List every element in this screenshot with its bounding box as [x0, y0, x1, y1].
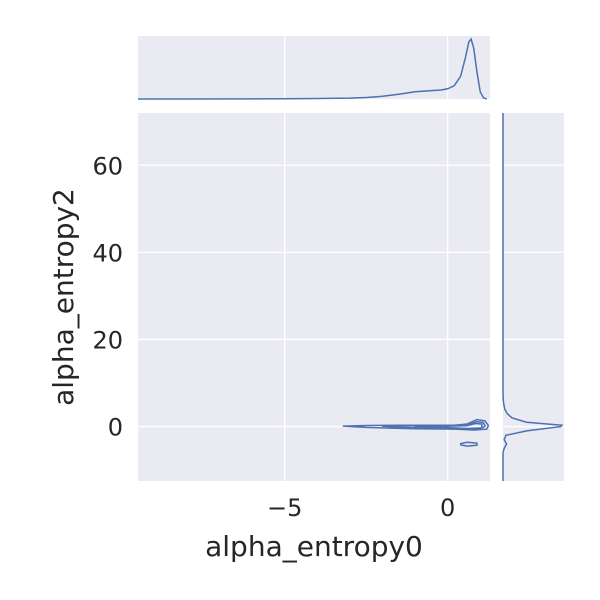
right-marginal-gridlines [503, 164, 564, 428]
x-axis-label: alpha_entropy0 [205, 530, 423, 563]
joint-density-contours [342, 418, 490, 447]
top-marginal-panel [138, 36, 490, 100]
x-tick-label: 0 [440, 494, 455, 522]
right-marginal-panel [502, 113, 564, 481]
x-marginal-kde-curve [138, 37, 487, 100]
top-marginal-background [138, 36, 490, 99]
kde-contour [459, 441, 478, 447]
joint-plot-background [138, 113, 490, 481]
y-marginal-kde-curve [502, 113, 564, 481]
y-tick-label: 60 [92, 152, 123, 180]
joint-gridlines [138, 113, 490, 481]
right-marginal-background [503, 113, 564, 481]
y-axis-label: alpha_entropy2 [47, 188, 80, 406]
kde-contour [414, 422, 483, 430]
y-tick-label: 0 [108, 414, 123, 442]
joint-panel [138, 113, 490, 481]
y-tick-label: 40 [92, 239, 123, 267]
y-tick-label: 20 [92, 326, 123, 354]
x-tick-label: −5 [267, 494, 302, 522]
y-axis-tick-labels: 0 20 40 60 [92, 152, 123, 441]
x-axis-tick-labels: −5 0 [267, 494, 455, 522]
